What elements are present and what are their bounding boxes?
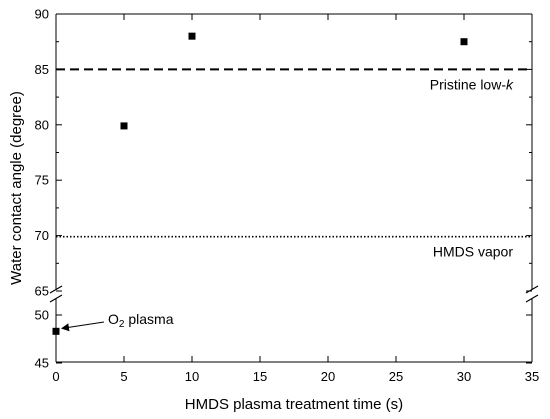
data-point <box>52 327 60 335</box>
data-point <box>460 38 468 46</box>
pristine-low-k-label: Pristine low-k <box>430 76 514 92</box>
y-tick-label: 90 <box>35 7 49 22</box>
x-tick-label: 15 <box>253 369 267 384</box>
o2-subscript: 2 <box>119 319 125 330</box>
x-tick-label: 30 <box>457 369 471 384</box>
x-tick-label: 25 <box>389 369 403 384</box>
axis-break-marks <box>49 285 539 303</box>
data-points <box>52 32 468 335</box>
y-tick-label: 50 <box>35 308 49 323</box>
hmds-vapor-label: HMDS vapor <box>433 244 513 260</box>
y-tick-label: 80 <box>35 117 49 132</box>
o2-plasma-label: O2 plasma <box>108 311 174 330</box>
x-tick-label: 0 <box>52 369 59 384</box>
annotations: O2 plasma <box>61 311 174 332</box>
break-mark-left-bottom <box>49 294 63 303</box>
break-mark-right-top <box>525 285 539 294</box>
x-axis-ticks: 0 5 10 15 20 25 30 35 <box>52 14 539 384</box>
reference-lines: Pristine low-k HMDS vapor <box>56 68 532 260</box>
y-tick-label: 65 <box>35 284 49 299</box>
x-tick-label: 35 <box>525 369 539 384</box>
y-axis-ticks: 65 70 75 80 85 90 45 50 <box>35 7 532 371</box>
break-mark-right-bottom <box>525 294 539 303</box>
data-point <box>120 122 128 130</box>
data-point <box>188 32 196 40</box>
x-tick-label: 10 <box>185 369 199 384</box>
o2-plasma-arrow <box>61 321 105 332</box>
y-tick-label: 75 <box>35 173 49 188</box>
y-axis-label: Water contact angle (degree) <box>8 91 25 285</box>
x-axis-label: HMDS plasma treatment time (s) <box>185 396 403 413</box>
italic-k: k <box>506 76 514 92</box>
y-tick-label: 85 <box>35 62 49 77</box>
break-mark-left-top <box>49 285 63 294</box>
plot-frame <box>55 13 533 363</box>
x-tick-label: 5 <box>120 369 127 384</box>
o2-suffix: plasma <box>124 311 173 327</box>
y-tick-label: 45 <box>35 356 49 371</box>
y-tick-label: 70 <box>35 228 49 243</box>
x-tick-label: 20 <box>321 369 335 384</box>
